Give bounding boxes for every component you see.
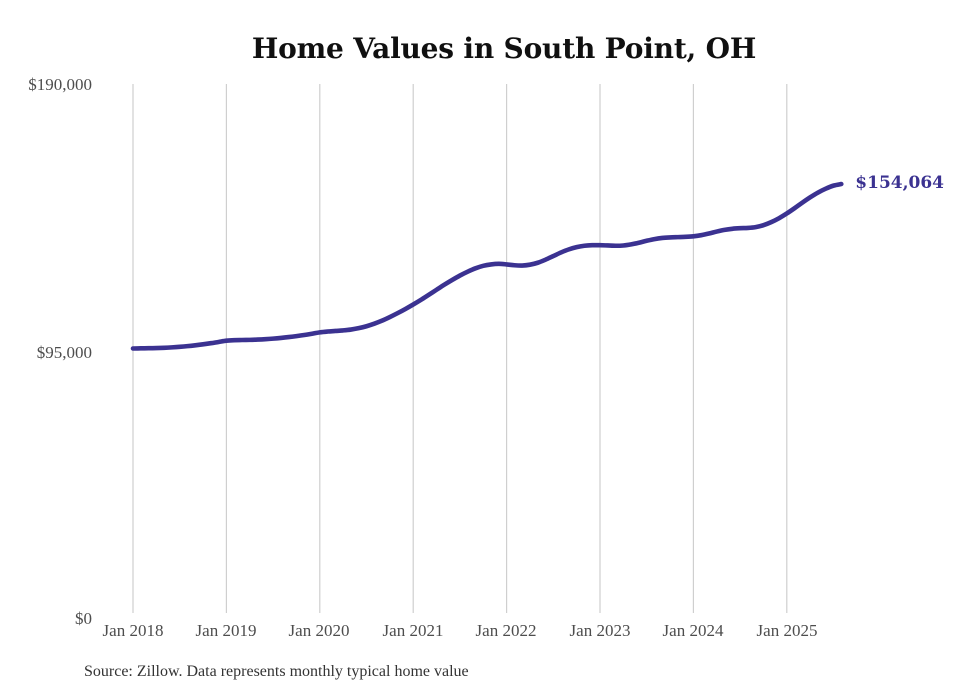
end-value-annotation: $154,064 [855, 173, 944, 194]
x-axis-tick-jan-2021: Jan 2021 [382, 621, 444, 640]
x-axis-tick-jan-2022: Jan 2022 [475, 621, 537, 640]
y-axis-tick-95000: $95,000 [36, 343, 92, 362]
source-note: Source: Zillow. Data represents monthly … [84, 663, 469, 680]
x-axis-tick-jan-2018: Jan 2018 [102, 621, 164, 640]
series-line-typical-home-value [130, 181, 844, 351]
chart-title: Home Values in South Point, OH [251, 32, 757, 65]
x-axis-tick-jan-2020: Jan 2020 [288, 621, 350, 640]
x-axis-tick-jan-2025: Jan 2025 [756, 621, 818, 640]
gridlines [132, 84, 788, 613]
x-axis-tick-jan-2024: Jan 2024 [662, 621, 724, 640]
x-axis-tick-jan-2019: Jan 2019 [195, 621, 257, 640]
y-axis-tick-0: $0 [75, 609, 92, 628]
x-axis-tick-jan-2023: Jan 2023 [569, 621, 631, 640]
y-axis-tick-190000: $190,000 [28, 75, 92, 94]
